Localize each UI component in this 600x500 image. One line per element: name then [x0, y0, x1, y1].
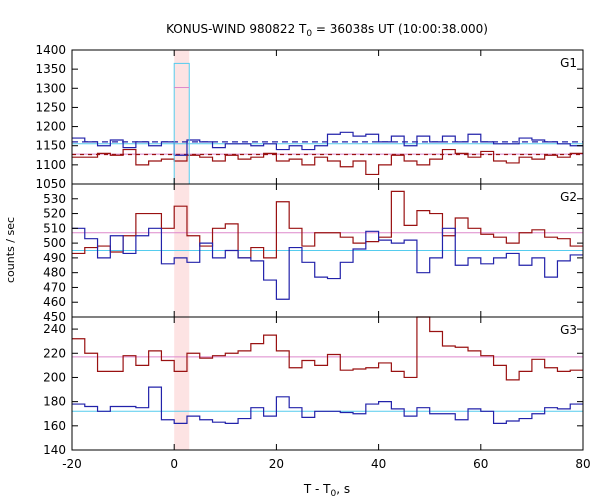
panel-g3: 140 160 180 200 220 240 G3 — [43, 316, 584, 457]
y-tick-label: 200 — [43, 370, 66, 384]
y-tick-label: 160 — [43, 419, 66, 433]
y-tick-label: 1200 — [35, 120, 66, 134]
y-tick-label: 1300 — [35, 81, 66, 95]
y-tick-label: 1400 — [35, 43, 66, 57]
series-source-step — [72, 148, 583, 176]
y-tick-label: 480 — [43, 266, 66, 280]
chart-title-subscript: 0 — [306, 29, 312, 39]
trigger-highlight-band — [174, 317, 190, 450]
y-tick-label: 470 — [43, 280, 66, 294]
chart-title-main: KONUS-WIND 980822 T — [166, 22, 307, 36]
y-tick-label: 180 — [43, 395, 66, 409]
y-tick-label: 220 — [43, 346, 66, 360]
y-tick-label: 1250 — [35, 100, 66, 114]
x-tick-label: 40 — [371, 457, 386, 471]
x-tick-label: 60 — [473, 457, 488, 471]
x-axis-label-subscript: 0 — [331, 489, 337, 499]
series-background-step — [72, 131, 583, 156]
x-tick-label: -20 — [62, 457, 82, 471]
y-tick-label: 240 — [43, 322, 66, 336]
chart-title-rest: = 36038s UT (10:00:38.000) — [312, 22, 488, 36]
series-background-step — [72, 386, 583, 424]
series-source-step — [72, 316, 583, 381]
y-tick-label: 460 — [43, 295, 66, 309]
x-tick-label: 80 — [575, 457, 590, 471]
y-tick-label: 490 — [43, 251, 66, 265]
y-axis-label: counts / sec — [4, 217, 17, 283]
x-axis-label: T - T0, s — [303, 482, 350, 499]
x-axis-label-main: T - T — [303, 482, 331, 496]
y-tick-label: 500 — [43, 236, 66, 250]
x-axis-label-rest: , s — [336, 482, 350, 496]
y-tick-label: 520 — [43, 207, 66, 221]
chart-title: KONUS-WIND 980822 T0 = 36038s UT (10:00:… — [166, 22, 488, 39]
y-tick-label: 1150 — [35, 139, 66, 153]
y-tick-label: 530 — [43, 192, 66, 206]
plot-area: 10501100115012001250130013501400G1450460… — [35, 43, 590, 471]
panel-label: G3 — [560, 323, 577, 337]
y-tick-label: 1100 — [35, 158, 66, 172]
panel-g1: 1050 1100 1150 1200 1250 1300 1350 1400 G1 — [35, 43, 584, 191]
y-tick-label: 450 — [43, 310, 66, 324]
y-tick-label: 140 — [43, 443, 66, 457]
panel-frame — [71, 316, 584, 451]
x-tick-label: 20 — [269, 457, 284, 471]
series-source-step — [72, 190, 583, 259]
x-tick-label: 0 — [170, 457, 178, 471]
trigger-highlight-band — [174, 50, 190, 184]
panel-label: G1 — [560, 56, 577, 70]
y-tick-label: 1050 — [35, 177, 66, 191]
y-tick-label: 510 — [43, 221, 66, 235]
series-background-step — [72, 227, 583, 300]
y-tick-label: 1350 — [35, 62, 66, 76]
panel-label: G2 — [560, 190, 577, 204]
